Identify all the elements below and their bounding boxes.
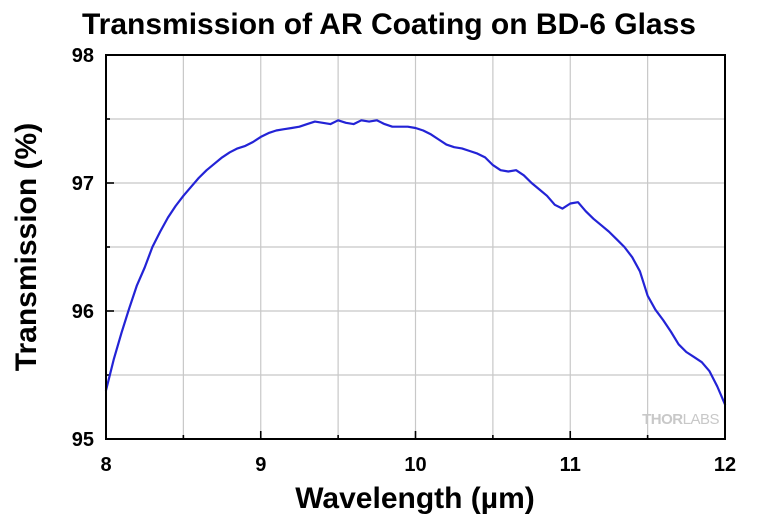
y-tick-label: 96 [72,301,94,323]
plot-frame [105,54,726,440]
grid-lines [106,55,725,439]
watermark-thor: THOR [642,411,683,428]
x-tick-label: 10 [404,454,426,476]
thorlabs-watermark: THORLABS [642,411,720,428]
x-tick-label: 11 [560,454,581,476]
y-axis-label: Transmission (%) [10,123,43,371]
watermark-labs: LABS [683,411,720,428]
x-tick-label: 8 [100,454,111,476]
x-tick-label: 12 [714,454,736,476]
y-tick-label: 98 [72,45,94,67]
y-tick-label: 97 [72,173,94,195]
y-tick-label: 95 [72,429,94,451]
y-tick-labels: 95 96 97 98 [72,45,94,451]
transmission-line [104,119,727,406]
svg-text:THORLABS: THORLABS [642,411,719,428]
x-axis-label: Wavelength (µm) [295,482,535,515]
x-tick-label: 9 [255,454,266,476]
chart-title: Transmission of AR Coating on BD-6 Glass [82,8,696,41]
x-tick-labels: 8 9 10 11 12 [100,454,736,476]
